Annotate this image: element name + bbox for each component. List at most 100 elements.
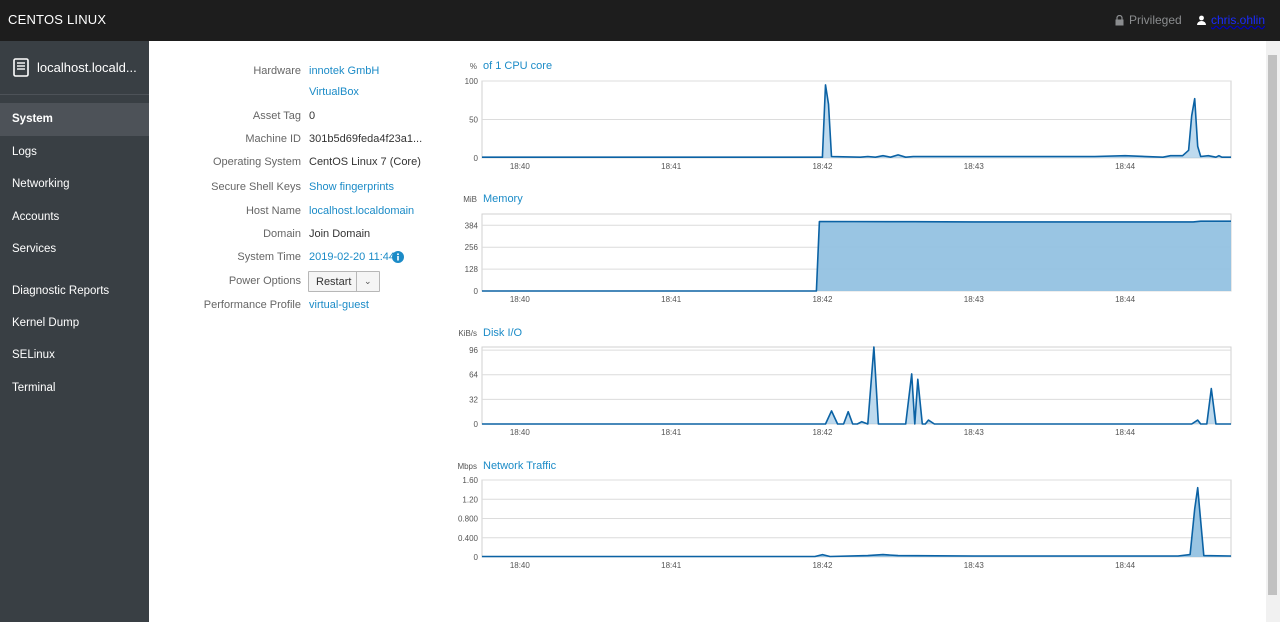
performance-profile-link[interactable]: virtual-guest	[309, 299, 369, 311]
chart-3-y-tick: 1.60	[462, 476, 478, 485]
system-time-link[interactable]: 2019-02-20 11:44	[309, 251, 396, 263]
chart-3-y-tick: 1.20	[462, 495, 478, 504]
chart-3-series-line	[482, 486, 1232, 558]
chart-3-x-tick: 18:44	[1115, 561, 1136, 570]
chart-3-y-tick: 0.400	[458, 534, 479, 543]
chart-3-x-tick: 18:40	[510, 561, 531, 570]
hardware-vendor-link[interactable]: innotek GmbH	[309, 65, 380, 77]
restart-button[interactable]: Restart ⌄	[308, 271, 380, 292]
host-name-label: Host Name	[245, 205, 301, 217]
chart-3-y-tick: 0	[474, 553, 479, 562]
chart-2-x-tick: 18:40	[510, 428, 531, 437]
chart-3-x-tick: 18:43	[964, 561, 985, 570]
host-selector[interactable]: localhost.locald...	[0, 41, 149, 95]
button-divider	[356, 272, 357, 291]
chart-1-unit: MiB	[463, 195, 477, 204]
restart-button-label: Restart	[316, 276, 352, 288]
chart-0-y-tick: 0	[474, 154, 479, 163]
asset-tag-value: 0	[309, 110, 316, 122]
user-name: chris.ohlin	[1211, 13, 1266, 27]
chart-0-area	[482, 84, 1231, 158]
chart-1-area	[482, 221, 1231, 291]
chart-0-x-tick: 18:41	[661, 162, 682, 171]
server-icon	[13, 58, 29, 77]
chart-1-series-line	[482, 220, 1231, 292]
chart-1-y-tick: 384	[465, 221, 479, 230]
host-name: localhost.locald...	[37, 60, 137, 75]
join-domain-link[interactable]: Join Domain	[309, 228, 371, 240]
info-icon[interactable]	[392, 251, 404, 263]
chart-1-x-tick: 18:43	[964, 295, 985, 304]
host-name-link[interactable]: localhost.localdomain	[309, 205, 415, 217]
lock-icon	[1115, 14, 1124, 25]
chart-1-x-tick: 18:40	[510, 295, 531, 304]
chart-2-y-tick: 0	[474, 420, 479, 429]
chart-1-y-tick: 0	[474, 287, 479, 296]
chart-2-area	[482, 347, 1231, 424]
chart-1-x-tick: 18:44	[1115, 295, 1136, 304]
user-icon	[1197, 15, 1206, 25]
sidebar-item-accounts[interactable]: Accounts	[12, 211, 60, 223]
chart-0-x-tick: 18:44	[1115, 162, 1136, 171]
sidebar-item-kernel-dump[interactable]: Kernel Dump	[12, 317, 80, 329]
machine-id-value: 301b5d69feda4f23a1...	[309, 133, 423, 145]
chart-2-y-tick: 32	[469, 395, 478, 404]
sidebar-item-services[interactable]: Services	[12, 243, 57, 255]
chart-2-title: Disk I/O	[483, 327, 523, 339]
chart-0-y-tick: 50	[469, 116, 478, 125]
chart-1-y-tick: 128	[465, 265, 479, 274]
chart-3-area	[482, 487, 1231, 557]
sidebar: localhost.locald... System Logs Networki…	[0, 41, 149, 622]
chart-0-series-line	[482, 84, 1231, 158]
privileged-label: Privileged	[1129, 13, 1182, 27]
privileged-indicator[interactable]: Privileged	[1115, 13, 1182, 27]
machine-id-label: Machine ID	[245, 133, 301, 145]
chart-3-y-tick: 0.800	[458, 515, 479, 524]
chart-2-x-tick: 18:42	[812, 428, 833, 437]
os-label: Operating System	[212, 156, 301, 168]
power-options-label: Power Options	[228, 275, 301, 287]
chart-1-x-tick: 18:41	[661, 295, 682, 304]
chart-2-series-line	[482, 346, 1231, 425]
sidebar-item-system[interactable]: System	[0, 103, 149, 136]
chart-0-x-tick: 18:43	[964, 162, 985, 171]
chart-1-y-tick: 256	[465, 243, 479, 252]
chart-2-y-tick: 96	[469, 346, 478, 355]
asset-tag-label: Asset Tag	[252, 110, 301, 122]
sidebar-item-terminal[interactable]: Terminal	[12, 382, 56, 394]
ssh-keys-label: Secure Shell Keys	[211, 181, 301, 193]
chart-3-x-tick: 18:42	[812, 561, 833, 570]
chart-2-unit: KiB/s	[458, 329, 477, 338]
chart-1-title: Memory	[483, 193, 523, 205]
hardware-label: Hardware	[253, 65, 301, 77]
chart-2-x-tick: 18:43	[964, 428, 985, 437]
chart-0-x-tick: 18:42	[812, 162, 833, 171]
sidebar-item-logs[interactable]: Logs	[12, 146, 37, 158]
chart-0-x-tick: 18:40	[510, 162, 531, 171]
chart-2-x-tick: 18:44	[1115, 428, 1136, 437]
chevron-down-icon[interactable]: ⌄	[364, 276, 372, 286]
chart-2-y-tick: 64	[469, 371, 478, 380]
os-value: CentOS Linux 7 (Core)	[309, 156, 421, 168]
sidebar-item-networking[interactable]: Networking	[12, 178, 70, 190]
chart-1-x-tick: 18:42	[812, 295, 833, 304]
sidebar-item-diagnostic-reports[interactable]: Diagnostic Reports	[12, 285, 110, 297]
chart-3-unit: Mbps	[457, 462, 477, 471]
user-menu[interactable]: chris.ohlin	[1197, 13, 1265, 27]
system-time-label: System Time	[237, 251, 301, 263]
sidebar-item-selinux[interactable]: SELinux	[12, 349, 55, 361]
chart-2-x-tick: 18:41	[661, 428, 682, 437]
chart-0-y-tick: 100	[465, 77, 479, 86]
chart-2-frame	[481, 346, 1232, 425]
chart-0-title: of 1 CPU core	[483, 60, 552, 72]
scrollbar-thumb[interactable]	[1268, 55, 1277, 595]
hardware-model-link[interactable]: VirtualBox	[309, 86, 359, 98]
domain-label: Domain	[263, 228, 301, 240]
chart-3-x-tick: 18:41	[661, 561, 682, 570]
performance-profile-label: Performance Profile	[203, 299, 301, 311]
show-fingerprints-link[interactable]: Show fingerprints	[309, 181, 394, 193]
chart-3-title: Network Traffic	[483, 460, 557, 472]
chart-0-unit: %	[470, 62, 477, 71]
top-bar: CENTOS LINUX Privileged chris.ohlin	[0, 0, 1280, 41]
